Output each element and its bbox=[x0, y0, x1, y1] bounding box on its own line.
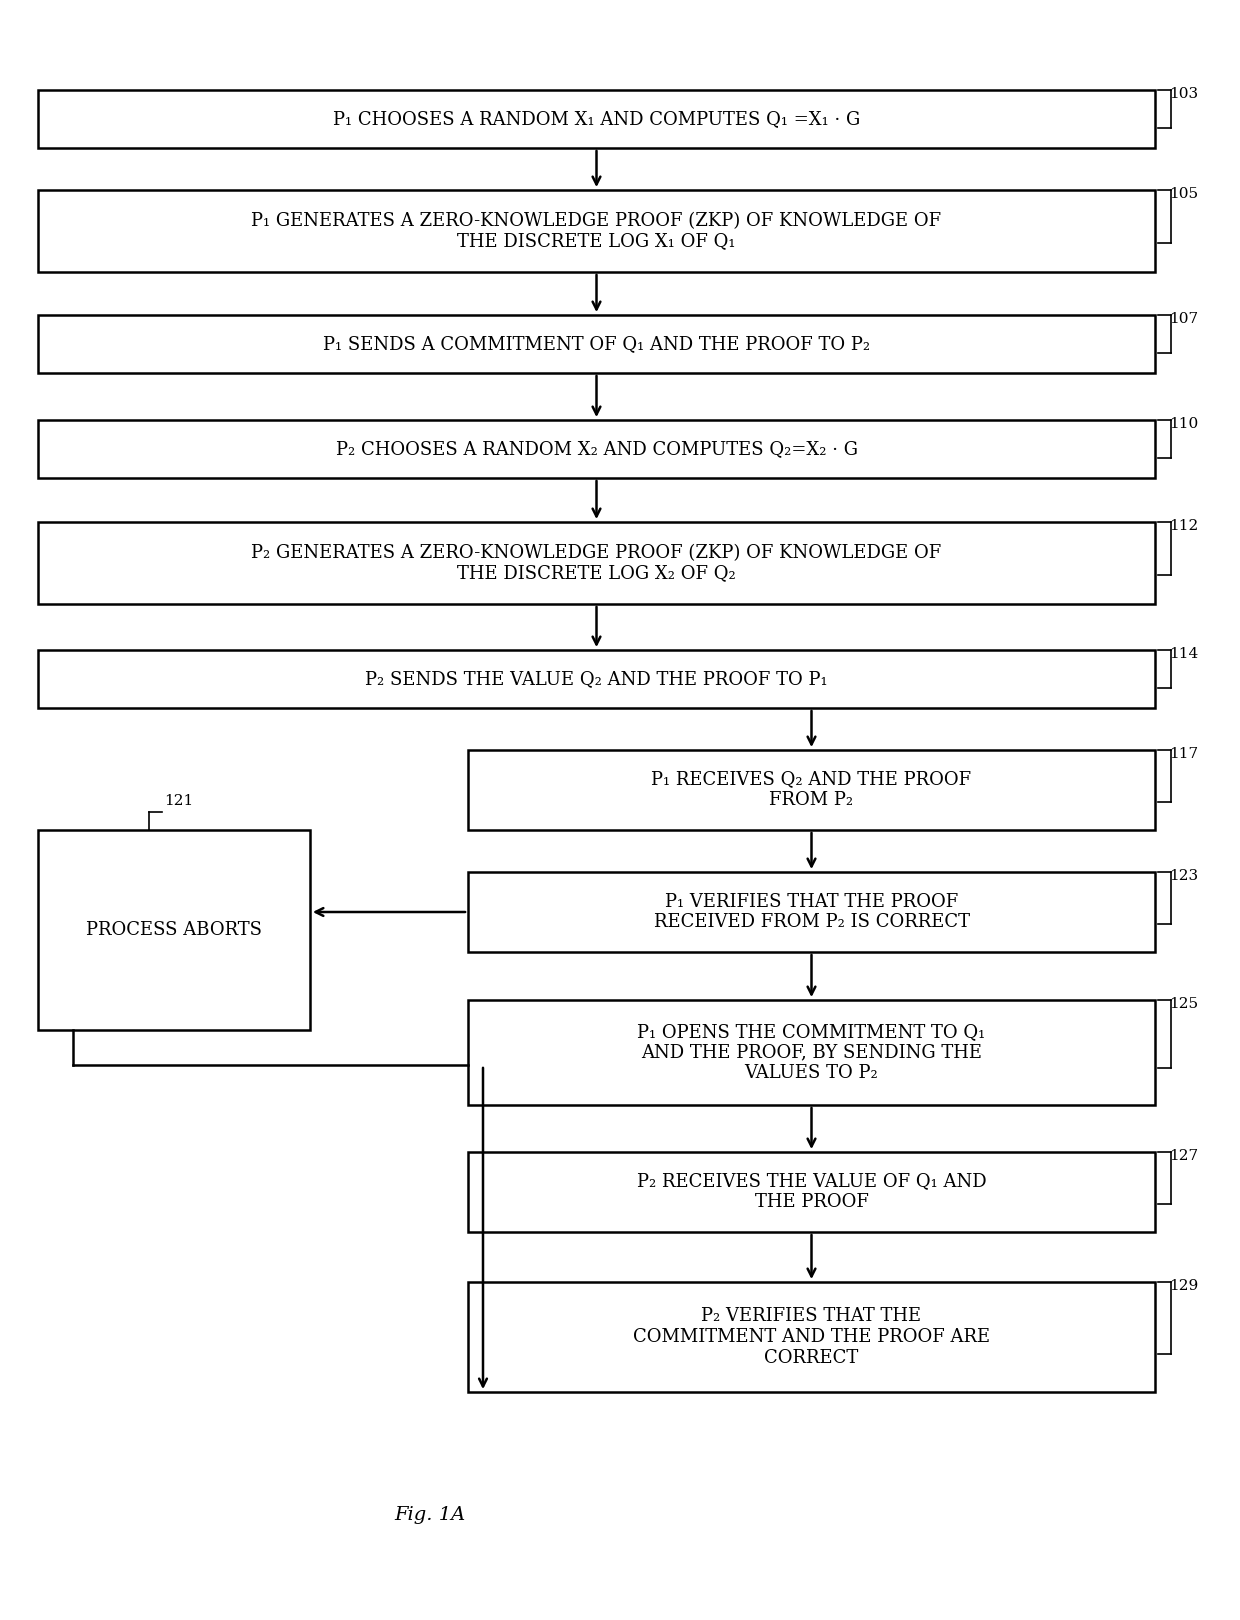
Text: PROCESS ABORTS: PROCESS ABORTS bbox=[86, 922, 262, 940]
Text: P₂ VERIFIES THAT THE
COMMITMENT AND THE PROOF ARE
CORRECT: P₂ VERIFIES THAT THE COMMITMENT AND THE … bbox=[632, 1307, 990, 1367]
Text: 103: 103 bbox=[1169, 87, 1198, 100]
Text: 117: 117 bbox=[1169, 747, 1198, 761]
Text: P₁ OPENS THE COMMITMENT TO Q₁
AND THE PROOF, BY SENDING THE
VALUES TO P₂: P₁ OPENS THE COMMITMENT TO Q₁ AND THE PR… bbox=[637, 1022, 986, 1082]
Bar bbox=[467, 1000, 1154, 1105]
Text: P₂ SENDS THE VALUE Q₂ AND THE PROOF TO P₁: P₂ SENDS THE VALUE Q₂ AND THE PROOF TO P… bbox=[366, 671, 828, 688]
Bar bbox=[467, 872, 1154, 953]
Bar bbox=[38, 314, 1154, 373]
Text: 123: 123 bbox=[1169, 868, 1198, 883]
Bar bbox=[467, 750, 1154, 829]
Text: 125: 125 bbox=[1169, 996, 1198, 1011]
Text: P₁ CHOOSES A RANDOM X₁ AND COMPUTES Q₁ =X₁ · G: P₁ CHOOSES A RANDOM X₁ AND COMPUTES Q₁ =… bbox=[332, 110, 861, 128]
Text: 127: 127 bbox=[1169, 1149, 1198, 1163]
Text: P₂ GENERATES A ZERO-KNOWLEDGE PROOF (ZKP) OF KNOWLEDGE OF
THE DISCRETE LOG X₂ OF: P₂ GENERATES A ZERO-KNOWLEDGE PROOF (ZKP… bbox=[252, 544, 941, 583]
Bar bbox=[38, 829, 310, 1030]
Bar bbox=[467, 1152, 1154, 1231]
Text: P₂ RECEIVES THE VALUE OF Q₁ AND
THE PROOF: P₂ RECEIVES THE VALUE OF Q₁ AND THE PROO… bbox=[636, 1173, 986, 1212]
Text: P₁ GENERATES A ZERO-KNOWLEDGE PROOF (ZKP) OF KNOWLEDGE OF
THE DISCRETE LOG X₁ OF: P₁ GENERATES A ZERO-KNOWLEDGE PROOF (ZKP… bbox=[252, 212, 941, 251]
Bar bbox=[38, 650, 1154, 708]
Bar bbox=[38, 522, 1154, 604]
Text: 110: 110 bbox=[1169, 416, 1198, 431]
Text: 112: 112 bbox=[1169, 518, 1198, 533]
Text: P₂ CHOOSES A RANDOM X₂ AND COMPUTES Q₂=X₂ · G: P₂ CHOOSES A RANDOM X₂ AND COMPUTES Q₂=X… bbox=[336, 441, 858, 458]
Text: P₁ SENDS A COMMITMENT OF Q₁ AND THE PROOF TO P₂: P₁ SENDS A COMMITMENT OF Q₁ AND THE PROO… bbox=[322, 335, 870, 353]
Bar bbox=[38, 420, 1154, 478]
Bar bbox=[38, 190, 1154, 272]
Text: 107: 107 bbox=[1169, 313, 1198, 326]
Text: 121: 121 bbox=[164, 794, 193, 808]
Text: P₁ RECEIVES Q₂ AND THE PROOF
FROM P₂: P₁ RECEIVES Q₂ AND THE PROOF FROM P₂ bbox=[651, 771, 972, 810]
Text: P₁ VERIFIES THAT THE PROOF
RECEIVED FROM P₂ IS CORRECT: P₁ VERIFIES THAT THE PROOF RECEIVED FROM… bbox=[653, 893, 970, 932]
Text: 114: 114 bbox=[1169, 646, 1198, 661]
Bar bbox=[467, 1281, 1154, 1392]
Text: 105: 105 bbox=[1169, 186, 1198, 201]
Bar bbox=[38, 91, 1154, 147]
Text: Fig. 1A: Fig. 1A bbox=[394, 1507, 466, 1524]
Text: 129: 129 bbox=[1169, 1280, 1198, 1293]
